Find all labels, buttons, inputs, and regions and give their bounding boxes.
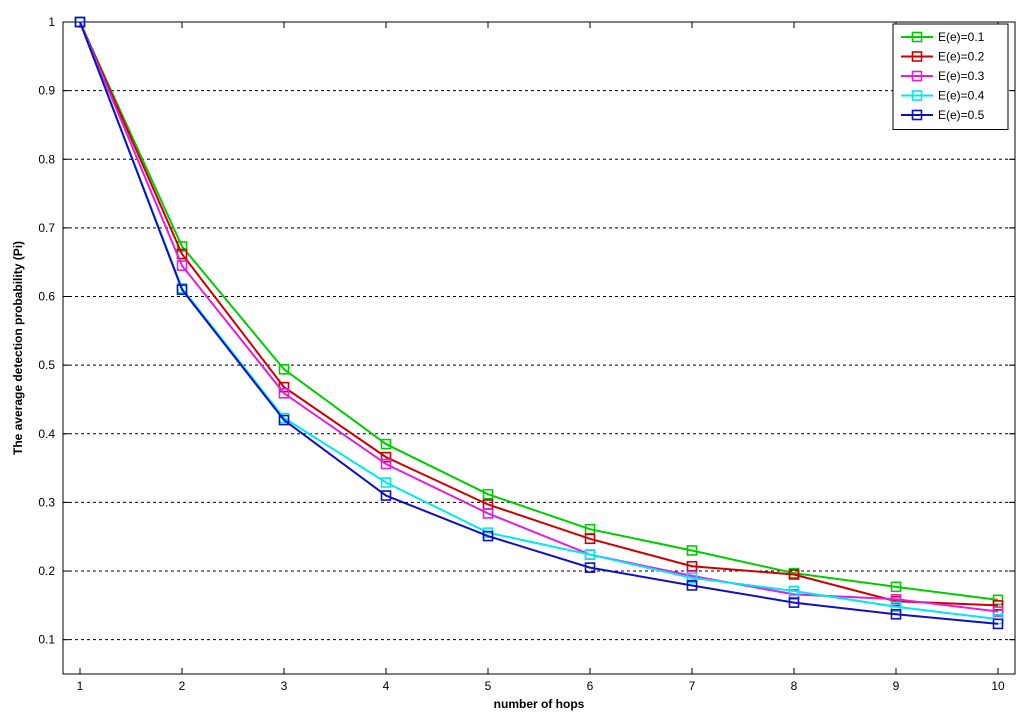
data-point: [74, 16, 86, 28]
data-point: [278, 363, 290, 375]
series-lines: [74, 16, 1004, 630]
x-tick-label: 6: [587, 679, 594, 693]
data-point: [482, 530, 494, 542]
x-tick-label: 10: [991, 679, 1005, 693]
data-point: [584, 562, 596, 573]
data-point: [380, 458, 392, 470]
x-axis-title: number of hops: [494, 697, 585, 711]
grid-lines: [63, 21, 1015, 641]
data-point: [176, 284, 188, 295]
y-axis-title: The average detection probability (Pi): [11, 241, 25, 455]
series-line: [79, 21, 999, 621]
x-tick-label: 2: [179, 679, 186, 693]
data-point: [584, 533, 596, 545]
data-point: [992, 600, 1004, 611]
axis-ticks: 0.1 0.2 0.3 0.4 0.5 0.6 0.7 0.8 0.9 1 1 2 3 4 5 6 7 8 9 10: [38, 15, 1015, 693]
data-point: [890, 593, 902, 605]
data-point: [686, 545, 698, 556]
data-point: [380, 438, 392, 450]
series-line: [79, 21, 999, 625]
series-5: [74, 16, 1004, 630]
data-point: [992, 606, 1004, 617]
legend-label: E(e)=0.5: [938, 108, 985, 122]
legend-marker: [911, 51, 923, 62]
data-point: [176, 241, 188, 252]
data-point: [686, 580, 698, 591]
x-tick-label: 8: [791, 679, 798, 693]
x-tick-label: 3: [281, 679, 288, 693]
y-tick-label: 0.7: [38, 221, 55, 235]
data-point: [482, 488, 494, 500]
x-tick-label: 5: [485, 679, 492, 693]
legend-label: E(e)=0.1: [938, 30, 985, 44]
data-point: [278, 387, 290, 399]
y-tick-label: 0.6: [38, 290, 55, 304]
data-point: [380, 451, 392, 463]
legend-item: E(e)=0.2: [901, 50, 985, 64]
legend-item: E(e)=0.3: [901, 69, 985, 83]
legend-label: E(e)=0.3: [938, 69, 985, 83]
legend-item: E(e)=0.4: [901, 89, 985, 103]
legend-item: E(e)=0.1: [901, 30, 985, 44]
y-tick-label: 0.1: [38, 633, 55, 647]
data-point: [992, 618, 1004, 630]
y-tick-label: 0.3: [38, 495, 55, 509]
y-tick-label: 1: [48, 15, 55, 29]
legend: E(e)=0.1 E(e)=0.2 E(e)=0.3 E(e)=0.4 E(e)=0.5: [892, 23, 1009, 130]
y-tick-label: 0.4: [38, 427, 55, 441]
series-1: [74, 16, 1004, 606]
series-3: [74, 16, 1004, 617]
legend-item: E(e)=0.5: [901, 108, 985, 122]
data-point: [788, 569, 800, 580]
x-tick-label: 4: [383, 679, 390, 693]
data-point: [482, 508, 494, 519]
data-point: [890, 581, 902, 593]
legend-label: E(e)=0.2: [938, 50, 985, 64]
x-tick-label: 1: [77, 679, 84, 693]
y-tick-label: 0.2: [38, 564, 55, 578]
legend-marker: [911, 70, 923, 82]
data-point: [890, 601, 902, 613]
data-point: [380, 490, 392, 501]
legend-marker: [911, 90, 923, 101]
y-tick-label: 0.8: [38, 152, 55, 166]
series-line: [79, 21, 999, 607]
series-line: [79, 21, 999, 613]
series-line: [79, 21, 999, 601]
legend-label: E(e)=0.4: [938, 89, 985, 103]
plot-frame: [62, 21, 1016, 675]
x-tick-label: 7: [689, 679, 696, 693]
data-point: [686, 572, 698, 584]
data-point: [890, 608, 902, 620]
y-tick-label: 0.5: [38, 358, 55, 372]
data-point: [278, 414, 290, 426]
x-tick-label: 9: [893, 679, 900, 693]
series-2: [74, 16, 1004, 611]
data-point: [380, 477, 392, 488]
legend-marker: [911, 109, 923, 121]
data-point: [788, 597, 800, 608]
legend-marker: [911, 31, 923, 43]
data-point: [176, 260, 188, 271]
y-tick-label: 0.9: [38, 84, 55, 98]
data-point: [788, 585, 800, 597]
data-point: [584, 549, 596, 560]
series-4: [74, 16, 1004, 625]
